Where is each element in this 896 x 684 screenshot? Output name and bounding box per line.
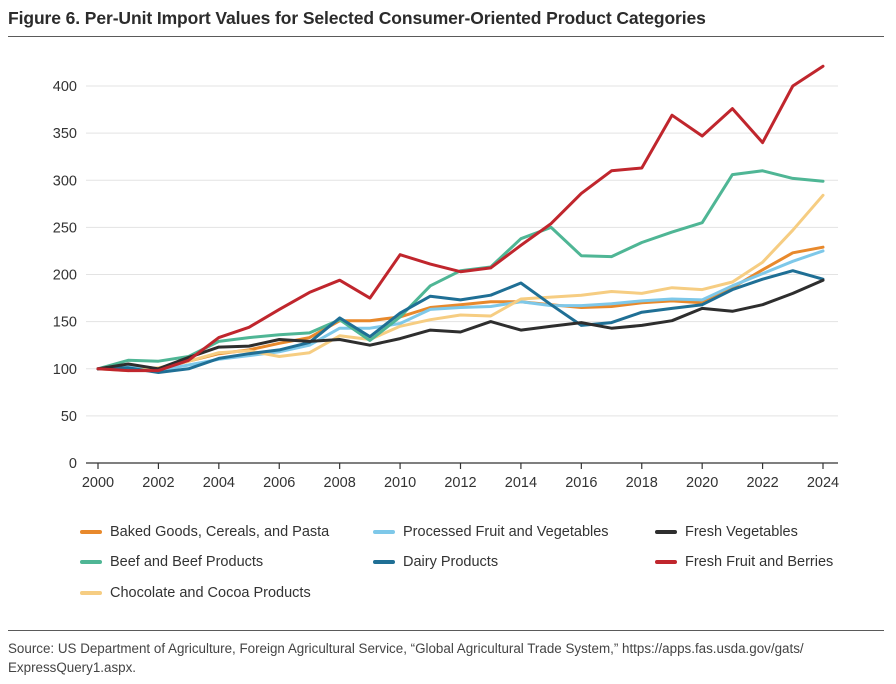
legend-swatch: [655, 560, 677, 564]
y-tick-label: 100: [53, 362, 77, 378]
series-line-chocolate-and-cocoa-products: [96, 193, 825, 373]
x-tick-label: 2024: [807, 475, 839, 491]
y-tick-label: 400: [53, 79, 77, 95]
y-tick-label: 200: [53, 268, 77, 284]
legend-swatch: [80, 560, 102, 564]
legend-label: Baked Goods, Cereals, and Pasta: [110, 524, 330, 540]
y-tick-label: 150: [53, 315, 77, 331]
x-tick-label: 2018: [626, 475, 658, 491]
legend-label: Beef and Beef Products: [110, 554, 264, 570]
legend-label: Chocolate and Cocoa Products: [110, 585, 311, 601]
x-tick-label: 2016: [565, 475, 597, 491]
x-tick-label: 2012: [444, 475, 476, 491]
legend-item: Dairy Products: [373, 554, 498, 570]
y-tick-label: 250: [53, 220, 77, 236]
x-tick-label: 2002: [142, 475, 174, 491]
legend-swatch: [373, 530, 395, 534]
series-line-dairy-products: [96, 269, 825, 374]
x-tick-label: 2000: [82, 475, 114, 491]
grid-lines: [86, 85, 838, 417]
y-tick-label: 300: [53, 173, 77, 189]
series-lines: [96, 64, 825, 374]
series-line-fresh-vegetables: [96, 278, 825, 371]
legend-label: Fresh Vegetables: [685, 524, 798, 540]
y-tick-label: 0: [69, 456, 77, 472]
x-tick-label: 2014: [505, 475, 537, 491]
title-rule: [8, 36, 884, 37]
legend-item: Chocolate and Cocoa Products: [80, 585, 311, 601]
x-tick-label: 2020: [686, 475, 718, 491]
x-tick-label: 2004: [203, 475, 235, 491]
legend-item: Baked Goods, Cereals, and Pasta: [80, 524, 329, 540]
series-line-beef-and-beef-products: [96, 169, 825, 371]
legend-label: Fresh Fruit and Berries: [685, 554, 834, 570]
legend-label: Processed Fruit and Vegetables: [403, 524, 609, 540]
legend-swatch: [373, 560, 395, 564]
legend-swatch: [655, 530, 677, 534]
source-line-2: ExpressQuery1.aspx.: [8, 660, 137, 675]
series-line-fresh-fruit-and-berries: [96, 64, 825, 373]
y-tick-label: 50: [61, 409, 77, 425]
x-tick-label: 2022: [746, 475, 778, 491]
legend-item: Fresh Fruit and Berries: [655, 554, 833, 570]
legend-label: Dairy Products: [403, 554, 499, 570]
legend-item: Beef and Beef Products: [80, 554, 263, 570]
x-tick-label: 2010: [384, 475, 416, 491]
x-tick-label: 2008: [324, 475, 356, 491]
legend-swatch: [80, 530, 102, 534]
line-chart: 0 50 100 150 200 250 300 350 400 2000 2002 2004 2006…: [53, 64, 839, 491]
source-rule: [8, 630, 884, 631]
legend-item: Processed Fruit and Vegetables: [373, 524, 609, 540]
figure-title: Figure 6. Per-Unit Import Values for Sel…: [8, 8, 706, 28]
legend-item: Fresh Vegetables: [655, 524, 798, 540]
y-tick-label: 350: [53, 126, 77, 142]
source-note: Source: US Department of Agriculture, Fo…: [8, 639, 888, 677]
axes: 0 50 100 150 200 250 300 350 400 2000 2002 2004 2006…: [53, 79, 839, 491]
source-line-1: Source: US Department of Agriculture, Fo…: [8, 641, 804, 656]
x-tick-label: 2006: [263, 475, 295, 491]
legend-swatch: [80, 591, 102, 595]
